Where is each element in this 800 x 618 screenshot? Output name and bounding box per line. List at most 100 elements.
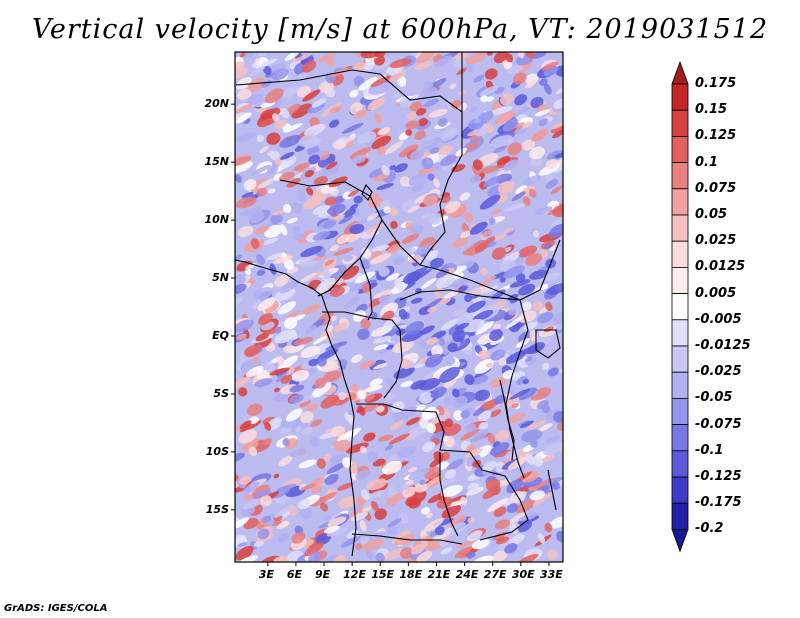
field-cell: [491, 289, 506, 300]
angola-zambia-border: [439, 452, 459, 537]
field-cell: [479, 194, 501, 210]
field-cell: [246, 93, 263, 106]
field-cell: [550, 185, 563, 195]
field-cell: [244, 52, 254, 58]
field-cell: [443, 397, 452, 406]
lon-tick-label: 27E: [483, 568, 507, 581]
map-frame: [234, 51, 564, 563]
field-cell: [487, 432, 496, 444]
field-cell: [526, 420, 546, 430]
field-cell: [502, 119, 519, 132]
field-cell: [381, 310, 395, 321]
field-cell: [464, 423, 477, 433]
field-cell: [384, 548, 405, 560]
field-cell: [256, 187, 267, 197]
field-cell: [543, 326, 554, 333]
field-cell: [416, 404, 427, 412]
field-cell: [438, 336, 446, 347]
field-cell: [373, 344, 389, 351]
field-cell: [407, 266, 428, 278]
field-cell: [466, 454, 482, 467]
field-cell: [408, 468, 430, 480]
field-cell: [388, 70, 407, 83]
field-cell: [264, 88, 284, 104]
colorbar-swatch: [671, 162, 689, 190]
field-cell: [273, 387, 281, 393]
field-cell: [282, 438, 290, 447]
field-cell: [353, 195, 364, 204]
field-cell: [239, 475, 252, 485]
field-cell: [521, 139, 536, 151]
field-cell: [509, 389, 515, 396]
field-cell: [422, 136, 442, 150]
field-cell: [308, 358, 319, 367]
colorbar-swatch: [671, 293, 689, 321]
field-cell: [247, 77, 266, 92]
field-cell: [329, 105, 342, 114]
field-cell: [418, 378, 441, 391]
field-cell: [466, 551, 476, 559]
field-cell: [452, 329, 466, 343]
field-cell: [355, 543, 363, 550]
field-cell: [253, 490, 272, 498]
field-cell: [257, 178, 275, 189]
field-cell: [490, 106, 513, 115]
field-cell: [297, 499, 311, 510]
field-cell: [291, 369, 310, 382]
field-cell: [405, 221, 413, 231]
field-cell: [518, 283, 536, 296]
field-cell: [487, 498, 508, 512]
field-cell: [238, 429, 257, 444]
field-cell: [543, 441, 563, 456]
field-cell: [490, 208, 502, 215]
colorbar-swatch: [671, 450, 689, 478]
field-cell: [326, 462, 346, 474]
field-cell: [371, 135, 392, 150]
field-cell: [525, 356, 533, 362]
field-cell: [464, 448, 483, 458]
colorbar-level-label: 0.175: [695, 76, 737, 91]
field-cell: [506, 503, 519, 514]
field-cell: [329, 286, 345, 297]
colorbar-level-label: -0.2: [695, 521, 724, 537]
field-cell: [418, 358, 428, 364]
field-cell: [361, 247, 372, 259]
field-cell: [502, 227, 515, 234]
field-cell: [482, 486, 501, 500]
field-cell: [356, 407, 365, 413]
field-cell: [337, 439, 351, 452]
field-cell: [376, 183, 394, 191]
field-cell: [375, 405, 385, 413]
colorbar-level-label: -0.005: [695, 311, 742, 327]
field-cell: [235, 319, 254, 333]
field-cell: [405, 321, 425, 336]
field-cell: [408, 466, 418, 473]
field-cell: [310, 436, 320, 448]
field-cell: [450, 100, 462, 109]
field-cell: [398, 512, 409, 525]
field-cell: [513, 104, 533, 118]
field-cell: [456, 540, 475, 548]
plot-title: Vertical velocity [m/s] at 600hPa, VT: 2…: [31, 14, 769, 45]
field-cell: [257, 528, 270, 540]
west-africa-coast: [235, 259, 357, 557]
colorbar-swatch: [671, 371, 689, 399]
field-cell: [280, 151, 295, 160]
field-cell: [252, 356, 260, 364]
field-cell: [540, 284, 549, 290]
field-cell: [342, 457, 352, 468]
field-cell: [311, 382, 332, 398]
field-cell: [237, 89, 252, 100]
field-cell: [407, 498, 421, 509]
field-cell: [255, 58, 278, 69]
field-cell: [336, 234, 351, 245]
field-cell: [271, 113, 280, 122]
field-cell: [538, 118, 549, 127]
field-cell: [350, 512, 369, 522]
field-cell: [537, 423, 553, 433]
drc-east-border: [505, 299, 529, 479]
lake-victoria: [535, 329, 561, 359]
axis-ticks: [231, 103, 550, 566]
colorbar-level-label: -0.075: [695, 416, 742, 432]
lake-tanganyika: [499, 379, 515, 461]
